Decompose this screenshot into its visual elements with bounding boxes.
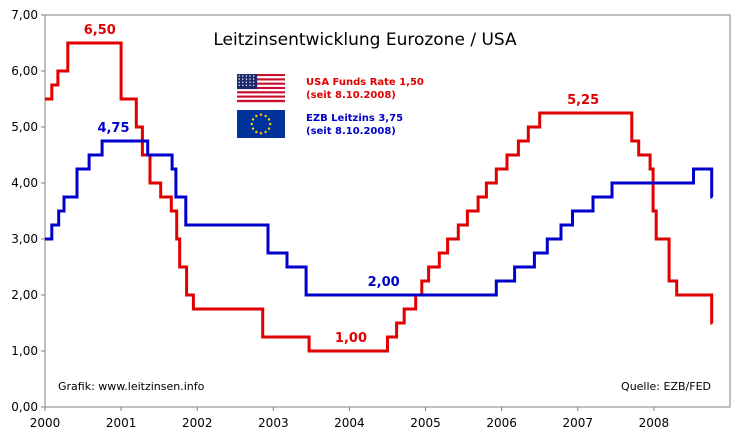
flag-star	[267, 127, 271, 130]
flag-star	[255, 114, 258, 118]
credit-left: Grafik: www.leitzinsen.info	[58, 380, 205, 393]
axes: 0,00 1,00 2,00 3,00 4,00 5,00 6,00 7,00 2000 2001…	[11, 8, 731, 430]
flag-star	[250, 122, 253, 126]
flag-star	[242, 81, 244, 83]
x-tick-label: 2004	[334, 416, 365, 430]
x-tick-label: 2005	[410, 416, 441, 430]
data-label: 4,75	[97, 121, 129, 136]
ezb-leitzins-line	[45, 139, 714, 297]
x-tick-label: 2007	[563, 416, 594, 430]
flag-star	[238, 75, 240, 77]
flag-star	[251, 118, 255, 121]
x-tick-label: 2008	[639, 416, 670, 430]
legend-label: USA Funds Rate 1,50	[306, 77, 424, 88]
flag-star	[249, 84, 251, 87]
flag-stripe	[237, 99, 285, 103]
flag-star	[238, 84, 240, 87]
flag-star	[264, 130, 267, 134]
data-label: 6,50	[84, 23, 116, 38]
flag-stripe	[237, 84, 285, 88]
flag-star	[238, 78, 240, 80]
plot-frame	[44, 14, 731, 408]
y-tick-label: 5,00	[11, 120, 38, 134]
flag-star	[249, 78, 251, 80]
x-tick-label: 2003	[258, 416, 289, 430]
y-tick-label: 3,00	[11, 232, 38, 246]
y-tick-label: 1,00	[11, 344, 38, 358]
y-tick-label: 6,00	[11, 64, 38, 78]
x-tick-label: 2002	[182, 416, 213, 430]
usa-funds-rate-line	[45, 41, 714, 353]
flag-stripe	[237, 74, 285, 77]
x-tick-label: 2006	[486, 416, 517, 430]
flag-star	[252, 81, 255, 83]
flag-star	[269, 122, 272, 126]
legend: USA Funds Rate 1,50 (seit 8.10.2008) EZB L…	[237, 74, 424, 138]
flag-stripe	[237, 80, 285, 83]
flag-star	[245, 78, 248, 80]
flag-star	[259, 113, 263, 116]
series-lines	[45, 41, 714, 353]
y-tick-label: 0,00	[11, 400, 38, 414]
flag-star	[249, 81, 251, 83]
flag-star	[245, 81, 248, 83]
legend-date: (seit 8.10.2008)	[306, 126, 396, 137]
flag-star	[242, 75, 244, 77]
chart-title: Leitzinsentwicklung Eurozone / USA	[213, 30, 517, 50]
flag-stripe	[237, 86, 285, 90]
flag-stripe	[237, 82, 285, 85]
flag-star	[249, 75, 251, 77]
flag-star	[252, 84, 255, 87]
x-tick-label: 2000	[30, 416, 61, 430]
flag-star	[245, 84, 248, 87]
data-label: 2,00	[368, 275, 400, 290]
flag-stripe	[237, 93, 285, 96]
y-tick-label: 2,00	[11, 288, 38, 302]
data-label: 1,00	[335, 331, 367, 346]
data-label: 5,25	[567, 93, 599, 108]
flag-stripe	[237, 78, 285, 81]
us-flag-icon	[237, 74, 285, 103]
flag-star	[252, 75, 255, 77]
flag-star	[259, 132, 263, 135]
flag-star	[267, 118, 271, 121]
legend-label: EZB Leitzins 3,75	[306, 113, 403, 124]
flag-star	[251, 127, 255, 130]
flag-stripe	[237, 95, 285, 98]
flag-star	[238, 81, 240, 83]
flag-canton	[237, 74, 258, 90]
x-tick-label: 2001	[106, 416, 137, 430]
flag-stripe	[237, 89, 285, 92]
flag-star	[245, 75, 248, 77]
flag-stripe	[237, 76, 285, 79]
y-tick-label: 4,00	[11, 176, 38, 190]
eu-flag-icon	[237, 110, 285, 138]
flag-star	[255, 130, 258, 134]
legend-date: (seit 8.10.2008)	[306, 90, 396, 101]
y-tick-label: 7,00	[11, 8, 38, 22]
flag-stripe	[237, 91, 285, 94]
flag-star	[242, 84, 244, 87]
flag-star	[252, 78, 255, 80]
credit-right: Quelle: EZB/FED	[621, 380, 711, 393]
flag-stripe	[237, 97, 285, 101]
flag-star	[242, 78, 244, 80]
flag-star	[264, 114, 267, 118]
data-labels: 6,50 4,75 2,00 1,00 5,25	[84, 23, 599, 346]
